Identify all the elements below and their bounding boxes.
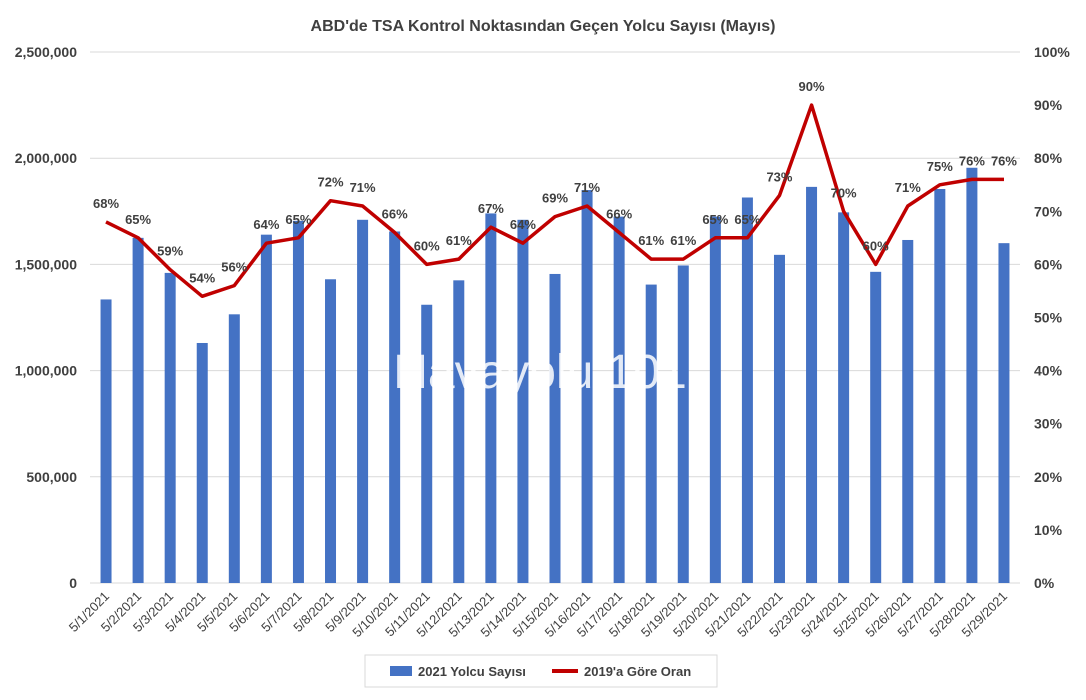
bar-5/8/2021 [325,279,337,583]
right-tick-label: 20% [1034,469,1063,485]
line-data-label: 75% [927,159,953,174]
legend-label-bar: 2021 Yolcu Sayısı [418,664,526,679]
left-tick-label: 1,000,000 [15,363,77,379]
bar-5/20/2021 [709,216,721,584]
line-data-label: 90% [799,79,825,94]
line-data-label: 61% [638,233,664,248]
right-tick-label: 0% [1034,575,1055,591]
bar-5/27/2021 [934,188,946,584]
right-tick-label: 10% [1034,522,1063,538]
ratio-line [105,103,1004,299]
bar-5/25/2021 [870,271,882,583]
bar-series [100,167,1010,584]
line-data-label: 66% [606,207,632,222]
line-series [105,103,1004,299]
right-tick-label: 60% [1034,256,1063,272]
line-data-label: 61% [446,233,472,248]
right-tick-label: 100% [1034,44,1070,60]
line-data-label: 73% [766,169,792,184]
line-data-label: 71% [895,180,921,195]
line-data-label: 59% [157,244,183,259]
bar-5/10/2021 [389,231,401,583]
line-data-label: 70% [831,185,857,200]
legend-box [364,654,718,688]
bar-5/26/2021 [902,239,914,583]
bar-5/12/2021 [453,280,465,583]
bar-5/29/2021 [998,243,1010,583]
bar-5/15/2021 [549,273,561,583]
bar-5/17/2021 [613,216,625,584]
right-tick-label: 70% [1034,203,1063,219]
bar-5/13/2021 [485,213,497,583]
line-data-label: 67% [478,201,504,216]
legend: 2021 Yolcu Sayısı 2019'a Göre Oran [364,654,718,688]
left-tick-label: 2,500,000 [15,44,77,60]
line-data-label: 72% [318,175,344,190]
line-data-label: 56% [221,260,247,275]
right-tick-label: 30% [1034,416,1063,432]
bar-5/4/2021 [196,342,208,583]
bar-5/19/2021 [677,265,689,583]
bar-5/16/2021 [581,190,593,583]
bar-5/9/2021 [357,219,369,583]
bar-5/23/2021 [806,186,818,583]
right-axis-ticks: 0% 10% 20% 30% 40% 50% 60% 70% 80% 90% 100% [1034,44,1070,591]
legend-label-line: 2019'a Göre Oran [584,664,691,679]
left-tick-label: 500,000 [26,469,77,485]
line-data-label: 71% [574,180,600,195]
line-data-label: 65% [125,212,151,227]
legend-swatch-bar [390,666,412,676]
line-data-label: 65% [285,212,311,227]
line-data-label: 76% [959,153,985,168]
line-data-label: 60% [414,238,440,253]
line-data-label: 66% [382,207,408,222]
line-data-label: 76% [991,153,1017,168]
watermark: Havayolu 101 [393,346,687,399]
bar-5/7/2021 [292,220,304,583]
chart-title: ABD'de TSA Kontrol Noktasından Geçen Yol… [311,18,776,35]
line-data-label: 61% [670,233,696,248]
bar-5/24/2021 [838,212,850,583]
line-data-label: 71% [350,180,376,195]
right-tick-label: 90% [1034,97,1063,113]
bar-5/28/2021 [966,167,978,583]
line-data-label: 65% [734,212,760,227]
left-tick-label: 1,500,000 [15,256,77,272]
bar-5/21/2021 [741,197,753,583]
line-data-label: 69% [542,191,568,206]
left-axis-ticks: 0 500,000 1,000,000 1,500,000 2,000,000 2,500… [15,44,78,591]
right-tick-label: 50% [1034,310,1063,326]
data-labels: 68% 65% 59% 54% 56% 64% 65% 72% 71% 66% 60% 61% 67% 6… [93,79,1017,285]
bar-5/5/2021 [228,314,240,583]
bar-5/1/2021 [100,299,112,583]
line-data-label: 64% [253,217,279,232]
bar-5/2/2021 [132,237,144,583]
bar-5/11/2021 [421,304,433,583]
right-tick-label: 40% [1034,363,1063,379]
bar-5/3/2021 [164,272,176,583]
line-data-label: 65% [702,212,728,227]
line-data-label: 68% [93,196,119,211]
line-data-label: 54% [189,270,215,285]
x-axis-ticks: 5/1/20215/2/20215/3/20215/4/20215/5/2021… [66,589,1010,641]
bar-5/18/2021 [645,284,657,583]
bar-5/14/2021 [517,219,529,583]
right-tick-label: 80% [1034,150,1063,166]
bar-5/6/2021 [260,234,272,583]
left-tick-label: 2,000,000 [15,150,77,166]
line-data-label: 60% [863,238,889,253]
bar-5/22/2021 [773,254,785,584]
left-tick-label: 0 [69,575,77,591]
line-data-label: 64% [510,217,536,232]
